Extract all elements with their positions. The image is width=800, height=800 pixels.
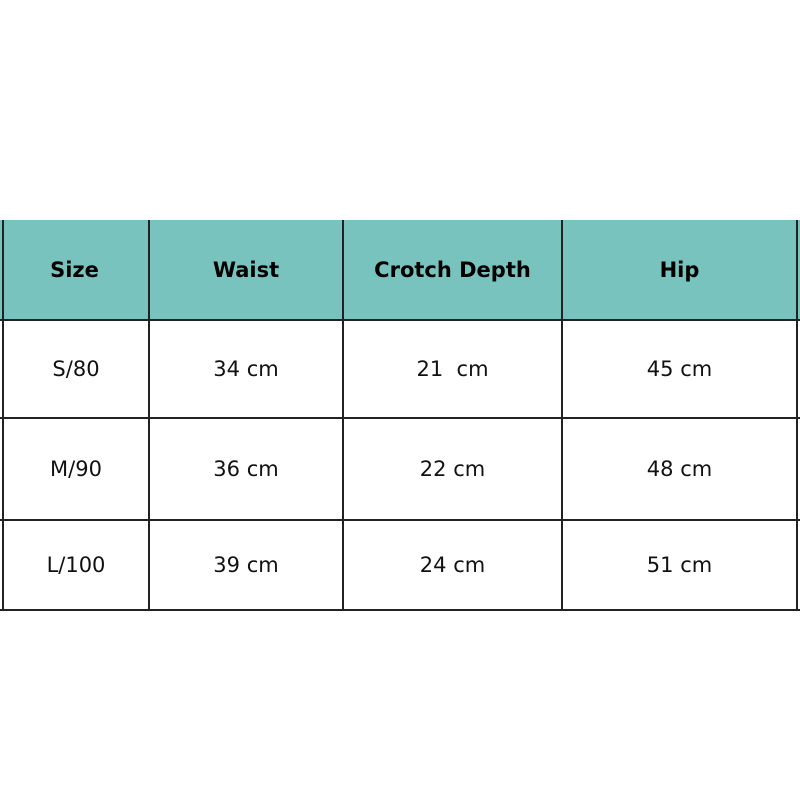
cell-waist: 36 cm: [213, 457, 279, 481]
header-waist: Waist: [149, 220, 343, 320]
cell-crotch-depth: 24 cm: [419, 553, 486, 577]
header-fill: [797, 220, 800, 320]
cell-hip: 48 cm: [646, 457, 713, 481]
row-divider: [0, 319, 800, 321]
row-divider: [0, 519, 800, 521]
cell-hip: 45 cm: [646, 357, 713, 381]
row-divider: [0, 417, 800, 419]
cell-waist: 39 cm: [213, 553, 279, 577]
header-size: Size: [0, 220, 149, 320]
cell-crotch-depth: 22 cm: [419, 457, 486, 481]
cell-size: L/100: [46, 553, 106, 577]
column-divider: [796, 220, 798, 611]
column-divider: [2, 220, 4, 611]
column-divider: [148, 220, 150, 611]
cell-crotch-depth: 21 cm: [416, 357, 489, 381]
cell-size: M/90: [50, 457, 102, 481]
row-divider: [0, 609, 800, 611]
column-divider: [561, 220, 563, 611]
header-hip: Hip: [562, 220, 797, 320]
cell-hip: 51 cm: [646, 553, 713, 577]
cell-size: S/80: [52, 357, 100, 381]
column-divider: [342, 220, 344, 611]
header-crotch-depth: Crotch Depth: [343, 220, 562, 320]
cell-waist: 34 cm: [213, 357, 279, 381]
